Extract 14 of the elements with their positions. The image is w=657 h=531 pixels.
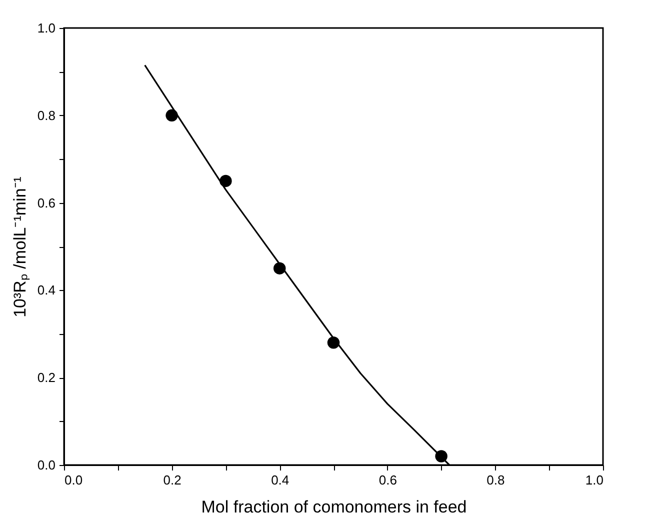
y-tick-label: 0.8 — [37, 108, 56, 123]
x-tick-label: 0.6 — [378, 472, 397, 488]
y-axis-title: 10³Rₚ /molL⁻¹min⁻¹ — [10, 176, 30, 318]
y-tick-label: 0.2 — [37, 370, 56, 386]
x-tick-label: 0.4 — [271, 472, 290, 488]
y-tick-label: 0.4 — [37, 282, 56, 298]
x-tick-label: 1.0 — [585, 472, 604, 488]
y-tick-label: 0.0 — [37, 458, 56, 472]
y-tick-label: 1.0 — [37, 20, 56, 36]
y-tick-label: 0.6 — [37, 195, 56, 210]
x-axis-title: Mol fraction of comonomers in feed — [201, 498, 467, 516]
x-tick-label: 0.0 — [64, 472, 83, 488]
x-tick-label: 0.2 — [163, 472, 182, 488]
x-tick-label: 0.8 — [486, 472, 505, 488]
